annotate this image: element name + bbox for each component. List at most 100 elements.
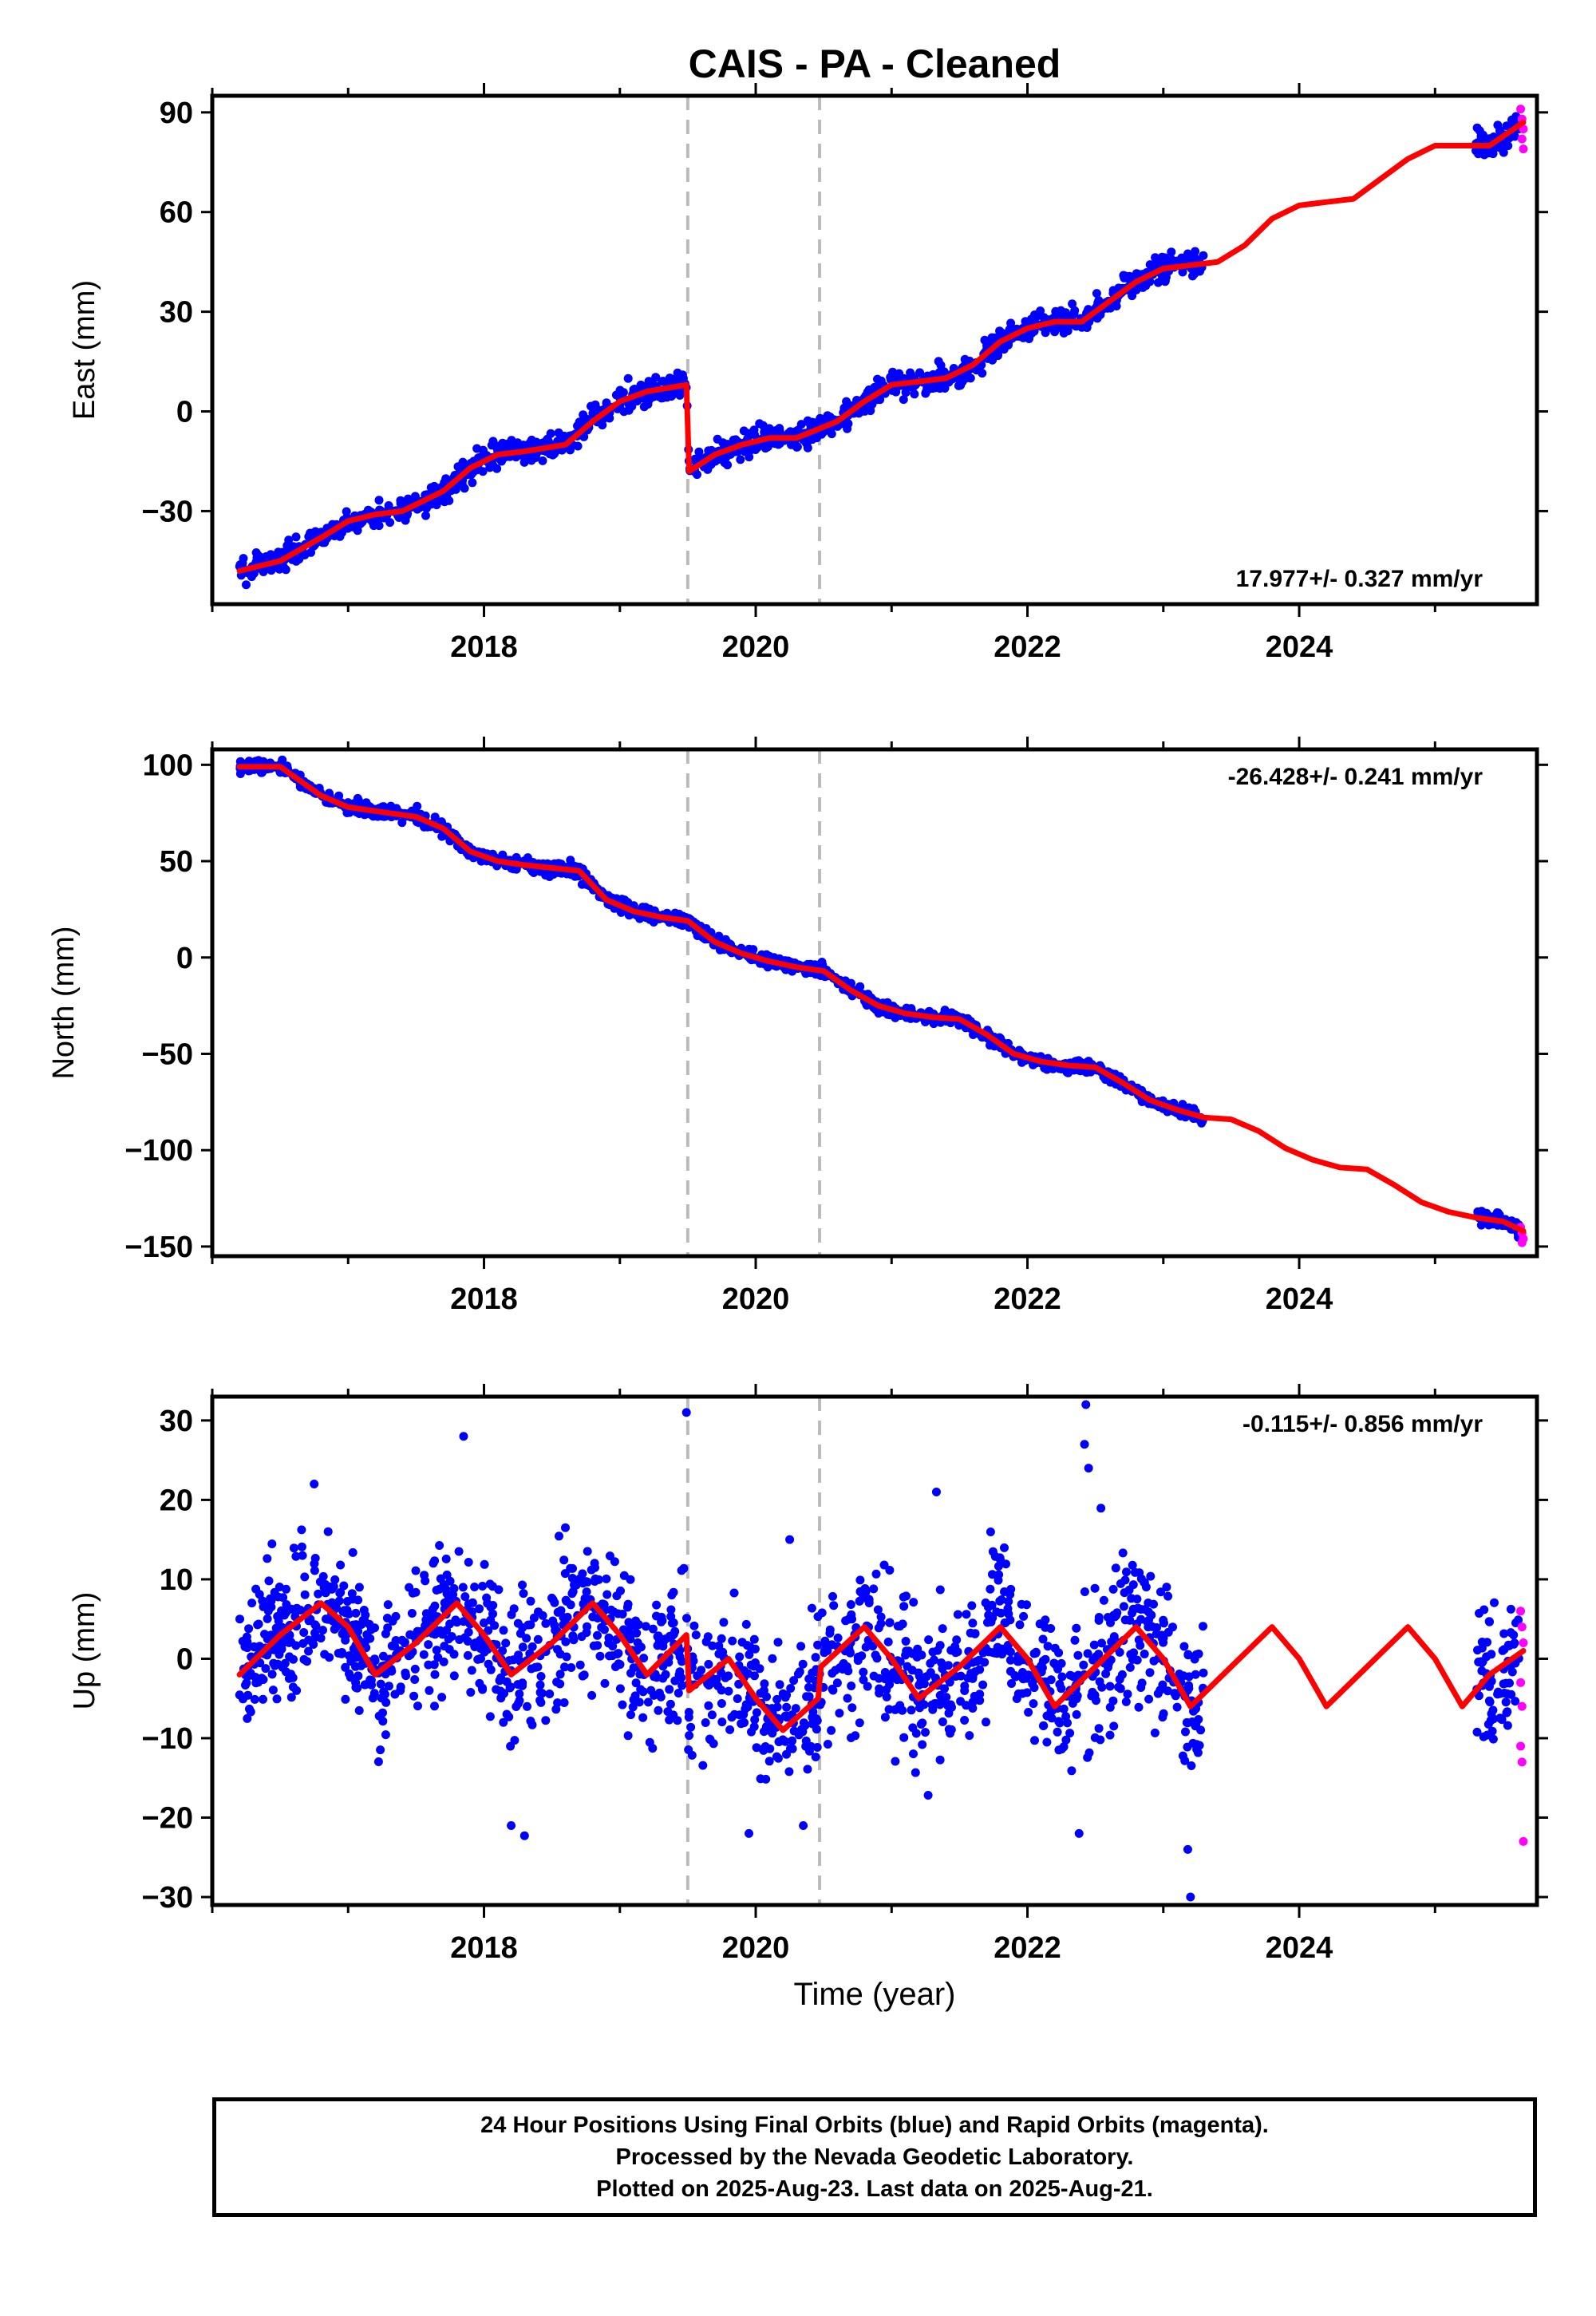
model-line (236, 764, 1527, 1235)
data-point (703, 464, 713, 474)
data-point (717, 1634, 726, 1643)
data-point (260, 1601, 270, 1611)
data-point (266, 1594, 275, 1603)
data-point (441, 1554, 451, 1563)
data-point (1191, 1719, 1201, 1729)
data-point (367, 1680, 376, 1690)
data-point (239, 1694, 247, 1704)
data-point (629, 1695, 638, 1705)
data-point (988, 1570, 997, 1579)
x-tick-label: 2020 (722, 630, 790, 664)
data-point (579, 410, 588, 420)
data-point (523, 1701, 531, 1711)
data-point (613, 1650, 622, 1658)
data-point (685, 1731, 694, 1741)
data-point (891, 373, 901, 382)
data-point (1112, 302, 1121, 310)
data-point (553, 1698, 563, 1708)
data-point (1483, 1730, 1492, 1740)
data-point (235, 769, 245, 778)
data-point (460, 1592, 470, 1602)
data-point (342, 507, 351, 516)
data-point (717, 1686, 726, 1695)
y-tick-label: −30 (142, 1881, 193, 1915)
data-point (354, 1705, 364, 1715)
chart-title: CAIS - PA - Cleaned (689, 41, 1061, 86)
rapid-point (1517, 1622, 1527, 1632)
data-point (1022, 1600, 1031, 1610)
data-point (903, 1662, 912, 1671)
data-point (435, 1584, 444, 1594)
data-point (1022, 1688, 1032, 1697)
data-point (267, 1670, 277, 1679)
data-point (1156, 1587, 1165, 1597)
data-point (615, 1684, 625, 1694)
data-point (1503, 1640, 1513, 1650)
data-point (895, 1622, 905, 1631)
data-point (561, 1523, 570, 1532)
data-point (871, 1569, 881, 1579)
data-point (267, 1630, 276, 1640)
data-point (665, 1685, 674, 1694)
data-point (930, 383, 940, 393)
data-point (1114, 1682, 1124, 1692)
data-point (982, 1717, 990, 1727)
data-point (789, 1726, 799, 1736)
data-point (285, 1630, 294, 1640)
data-point (825, 1629, 835, 1638)
data-point (935, 1755, 945, 1765)
data-point (1083, 1753, 1092, 1762)
data-point (368, 1694, 377, 1703)
data-point (1005, 1615, 1015, 1625)
data-point (918, 1740, 927, 1749)
data-point (1099, 1595, 1108, 1605)
data-point (387, 1641, 397, 1650)
data-point (334, 1596, 344, 1606)
data-point (792, 442, 802, 452)
data-point (590, 1577, 599, 1586)
data-point (691, 1630, 701, 1640)
data-point (1136, 1641, 1145, 1650)
y-tick-label: −100 (124, 1134, 193, 1168)
data-point (828, 1686, 838, 1695)
footer-line-2: Processed by the Nevada Geodetic Laborat… (615, 2144, 1134, 2170)
data-point (745, 453, 754, 462)
y-tick-label: 0 (176, 942, 193, 975)
data-point (445, 1576, 455, 1586)
data-point (541, 1716, 551, 1725)
data-point (274, 1616, 283, 1626)
data-point (490, 1621, 500, 1630)
data-point (242, 1678, 251, 1688)
data-point (619, 407, 629, 417)
data-point (1503, 1689, 1512, 1698)
data-point (1118, 1548, 1128, 1558)
data-point (946, 1729, 955, 1738)
data-point (555, 1679, 565, 1689)
data-point (518, 1623, 527, 1632)
data-point (483, 1599, 492, 1608)
data-point (588, 1612, 598, 1622)
data-point (410, 1675, 420, 1684)
data-point (717, 1699, 726, 1708)
data-point (381, 1629, 390, 1638)
data-point (1004, 1597, 1013, 1607)
y-axis-label: North (mm) (47, 926, 81, 1079)
data-point (509, 1604, 519, 1614)
data-point (847, 1682, 856, 1690)
data-point (986, 1528, 995, 1536)
rapid-point (1516, 1607, 1526, 1616)
data-point (666, 375, 675, 385)
data-point (488, 1609, 497, 1618)
data-point (1121, 1697, 1131, 1706)
data-point (675, 1652, 685, 1662)
data-point (689, 1621, 699, 1630)
data-point (1041, 1654, 1050, 1664)
data-point (310, 1566, 319, 1575)
data-point (1183, 1742, 1192, 1752)
data-point (409, 1631, 418, 1641)
data-point (559, 1613, 568, 1622)
data-point (560, 1569, 570, 1579)
data-point (600, 1625, 609, 1634)
data-point (689, 1656, 698, 1666)
data-point (708, 1641, 717, 1650)
